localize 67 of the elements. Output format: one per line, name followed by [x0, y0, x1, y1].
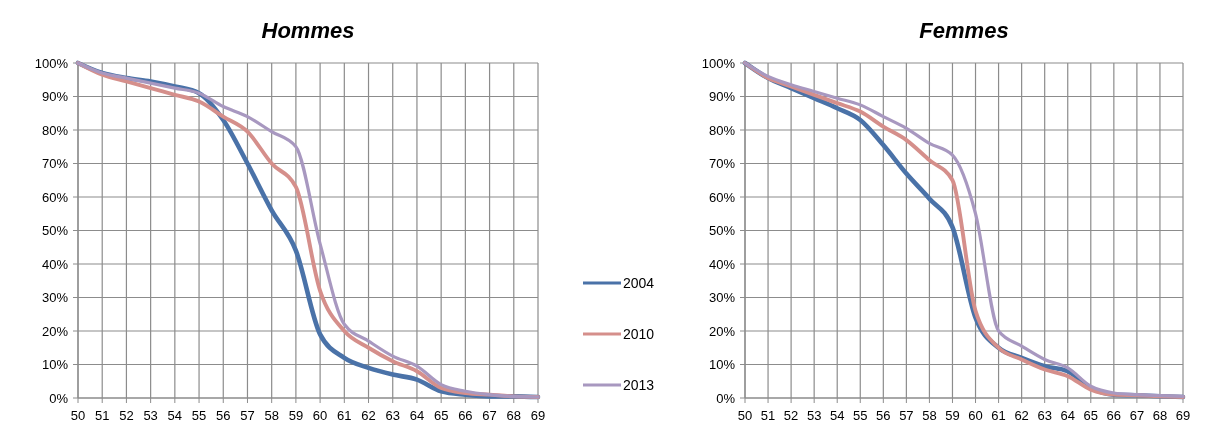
y-tick-label: 50%: [708, 223, 736, 238]
x-tick-label: 56: [876, 408, 891, 423]
x-tick-label: 67: [1129, 408, 1145, 423]
x-tick-label: 58: [922, 408, 937, 423]
y-tick-label: 100%: [34, 55, 69, 71]
y-tick-label: 10%: [41, 357, 69, 372]
chart-title: Hommes: [261, 18, 355, 43]
y-tick-label: 50%: [41, 223, 69, 238]
x-tick-label: 63: [385, 408, 400, 423]
y-tick-label: 70%: [708, 156, 736, 171]
x-tick-label: 55: [191, 408, 207, 423]
y-tick-label: 0%: [716, 390, 736, 406]
y-tick-label: 60%: [708, 189, 736, 205]
x-tick-label: 65: [433, 408, 449, 423]
x-tick-label: 69: [530, 408, 546, 423]
x-tick-label: 59: [945, 408, 960, 423]
x-tick-label: 64: [409, 408, 425, 423]
x-tick-label: 69: [1175, 408, 1191, 423]
y-tick-label: 70%: [41, 156, 69, 171]
x-tick-label: 66: [1106, 408, 1122, 423]
y-tick-label: 90%: [708, 89, 736, 104]
y-tick-label: 0%: [49, 390, 69, 406]
x-tick-label: 60: [312, 408, 328, 423]
x-tick-label: 53: [143, 408, 158, 423]
y-tick-label: 80%: [41, 122, 69, 138]
y-tick-label: 90%: [41, 89, 69, 104]
y-tick-label: 40%: [41, 256, 69, 272]
y-tick-label: 40%: [708, 256, 736, 272]
x-tick-label: 65: [1083, 408, 1099, 423]
x-tick-label: 51: [760, 408, 776, 423]
chart-title: Femmes: [919, 18, 1009, 43]
x-tick-label: 50: [70, 408, 86, 423]
x-tick-label: 63: [1037, 408, 1052, 423]
x-tick-label: 64: [1060, 408, 1075, 423]
y-tick-label: 100%: [701, 55, 736, 71]
x-tick-label: 61: [991, 408, 1006, 423]
x-tick-label: 62: [1014, 408, 1029, 423]
x-tick-label: 51: [94, 408, 110, 423]
x-tick-label: 54: [167, 408, 183, 423]
x-tick-label: 67: [482, 408, 497, 423]
x-tick-label: 66: [458, 408, 473, 423]
x-tick-label: 57: [240, 408, 255, 423]
x-tick-label: 53: [806, 408, 822, 423]
x-tick-label: 60: [968, 408, 983, 423]
x-tick-label: 56: [216, 408, 231, 423]
x-tick-label: 68: [1152, 408, 1168, 423]
x-tick-label: 54: [829, 408, 845, 423]
y-tick-label: 30%: [41, 290, 69, 305]
y-tick-label: 20%: [708, 323, 736, 339]
x-tick-label: 68: [506, 408, 522, 423]
y-tick-label: 80%: [708, 122, 736, 138]
y-tick-label: 20%: [41, 323, 69, 339]
legend-label: 2013: [623, 377, 655, 393]
y-tick-label: 10%: [708, 357, 736, 372]
x-tick-label: 58: [264, 408, 279, 423]
x-tick-label: 59: [288, 408, 304, 423]
y-tick-label: 30%: [708, 290, 736, 305]
x-tick-label: 61: [337, 408, 352, 423]
legend-label: 2010: [623, 326, 655, 342]
x-tick-label: 62: [361, 408, 376, 423]
x-tick-label: 55: [853, 408, 868, 423]
y-tick-label: 60%: [41, 189, 69, 205]
x-tick-label: 52: [783, 408, 799, 423]
x-tick-label: 50: [737, 408, 753, 423]
x-tick-label: 52: [119, 408, 134, 423]
x-tick-label: 57: [899, 408, 914, 423]
legend-label: 2004: [623, 275, 655, 291]
